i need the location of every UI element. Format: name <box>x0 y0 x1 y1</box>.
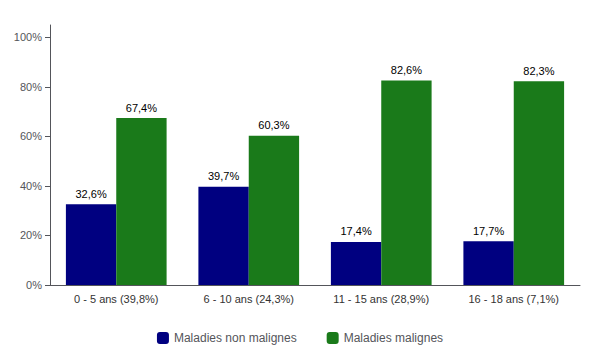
svg-text:Maladies malignes: Maladies malignes <box>344 331 443 345</box>
svg-text:40%: 40% <box>20 180 42 192</box>
svg-text:82,3%: 82,3% <box>523 65 554 77</box>
svg-text:67,4%: 67,4% <box>126 102 157 114</box>
svg-text:60%: 60% <box>20 130 42 142</box>
svg-text:39,7%: 39,7% <box>208 170 239 182</box>
svg-text:20%: 20% <box>20 229 42 241</box>
svg-text:11 - 15 ans (28,9%): 11 - 15 ans (28,9%) <box>333 293 429 305</box>
svg-text:Maladies non malignes: Maladies non malignes <box>174 331 297 345</box>
svg-text:82,6%: 82,6% <box>391 64 422 76</box>
svg-text:0 - 5 ans (39,8%): 0 - 5 ans (39,8%) <box>74 293 158 305</box>
svg-text:17,4%: 17,4% <box>340 225 371 237</box>
svg-text:80%: 80% <box>20 81 42 93</box>
svg-text:6 - 10 ans (24,3%): 6 - 10 ans (24,3%) <box>204 293 295 305</box>
svg-text:16 - 18 ans (7,1%): 16 - 18 ans (7,1%) <box>469 293 560 305</box>
svg-text:60,3%: 60,3% <box>258 119 289 131</box>
svg-text:17,7%: 17,7% <box>473 225 504 237</box>
svg-text:32,6%: 32,6% <box>75 188 106 200</box>
svg-text:0%: 0% <box>26 279 42 291</box>
svg-text:100%: 100% <box>14 31 42 43</box>
